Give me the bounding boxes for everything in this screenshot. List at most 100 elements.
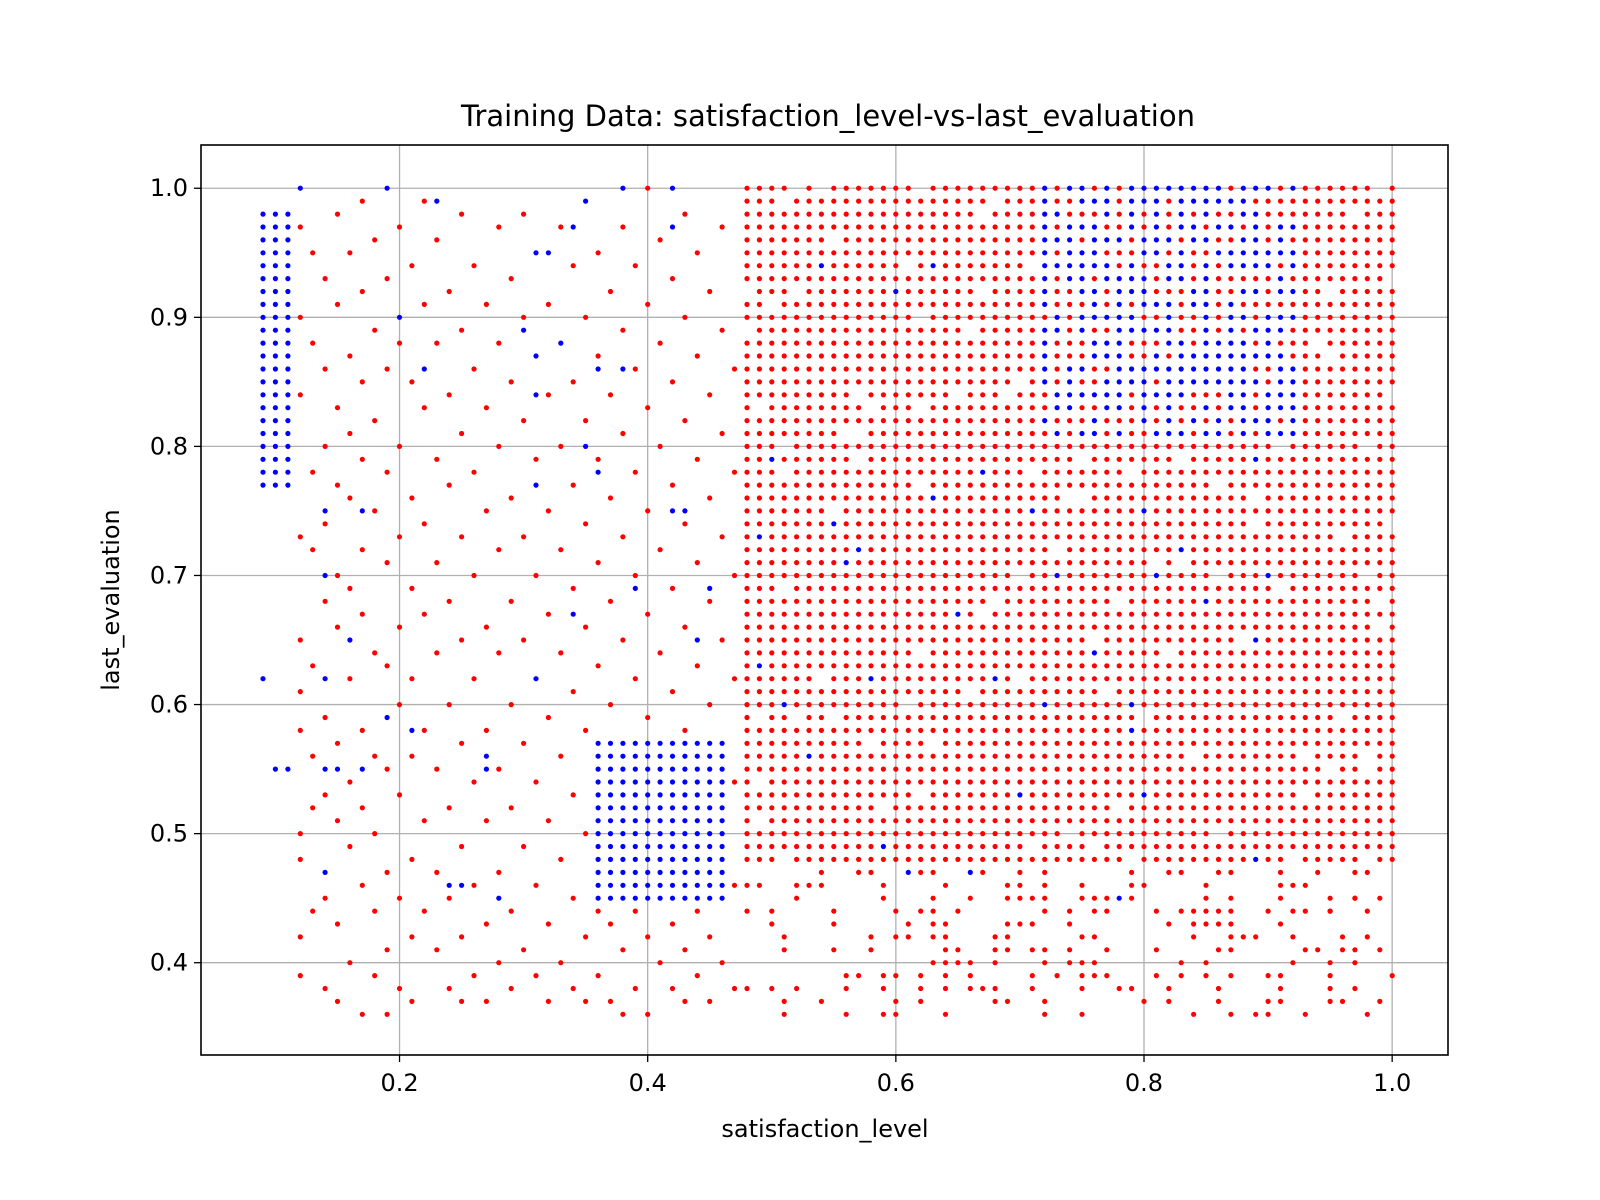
data-point	[1253, 650, 1259, 656]
data-point	[1302, 469, 1308, 475]
data-point	[942, 843, 949, 850]
data-point	[1004, 547, 1011, 553]
data-point	[843, 405, 849, 411]
data-point	[1215, 418, 1222, 424]
data-point	[1054, 288, 1060, 295]
data-point	[669, 766, 676, 772]
data-point	[1302, 456, 1308, 462]
data-point	[1191, 560, 1197, 566]
data-point	[421, 301, 427, 307]
data-point	[1389, 560, 1395, 566]
data-point	[1389, 572, 1395, 579]
data-point	[694, 805, 700, 811]
x-axis-label: satisfaction_level	[721, 1115, 928, 1143]
data-point	[1253, 1011, 1259, 1017]
data-point	[1203, 650, 1209, 656]
data-point	[657, 792, 663, 798]
data-point	[1091, 482, 1097, 488]
data-point	[806, 585, 812, 592]
data-point	[657, 895, 663, 901]
data-point	[769, 702, 775, 708]
data-point	[1029, 818, 1035, 824]
data-point	[657, 340, 663, 346]
data-point	[1240, 211, 1246, 217]
data-point	[347, 637, 353, 643]
data-point	[1042, 805, 1048, 811]
data-point	[285, 379, 291, 385]
data-point	[1104, 779, 1110, 785]
data-point	[1017, 237, 1023, 243]
data-point	[806, 211, 812, 217]
data-point	[1116, 547, 1122, 553]
data-point	[992, 469, 998, 475]
data-point	[1377, 572, 1383, 579]
data-point	[1215, 237, 1222, 243]
data-point	[632, 856, 638, 863]
data-point	[1116, 353, 1122, 359]
data-point	[942, 418, 949, 424]
data-point	[570, 895, 576, 901]
data-point	[1302, 714, 1308, 721]
data-point	[831, 598, 837, 604]
data-point	[620, 430, 626, 437]
data-point	[1079, 547, 1085, 553]
data-point	[1240, 792, 1246, 798]
data-point	[1240, 392, 1246, 398]
data-point	[930, 430, 936, 437]
data-point	[967, 508, 973, 514]
data-point	[1364, 611, 1370, 617]
data-point	[359, 1011, 365, 1017]
data-point	[1377, 947, 1383, 953]
data-point	[1178, 211, 1184, 217]
data-point	[1166, 843, 1172, 850]
data-point	[806, 301, 812, 307]
data-point	[868, 779, 874, 785]
data-point	[1352, 521, 1358, 527]
data-point	[1153, 611, 1159, 617]
data-point	[1377, 263, 1383, 269]
data-point	[1091, 663, 1097, 669]
data-point	[1290, 508, 1296, 514]
data-point	[620, 818, 626, 824]
data-point	[1091, 779, 1097, 785]
data-point	[980, 405, 986, 411]
data-point	[1104, 340, 1110, 346]
data-point	[992, 856, 998, 863]
data-point	[1017, 288, 1023, 295]
data-point	[1215, 689, 1222, 695]
data-point	[1339, 495, 1346, 501]
data-point	[1079, 585, 1085, 592]
data-point	[868, 456, 874, 462]
data-point	[1004, 482, 1011, 488]
data-point	[1166, 276, 1172, 282]
data-point	[930, 869, 936, 876]
data-point	[1116, 430, 1122, 437]
data-point	[1166, 637, 1172, 643]
data-point	[1042, 392, 1048, 398]
data-point	[1315, 805, 1321, 811]
data-point	[1079, 727, 1085, 734]
data-point	[669, 805, 676, 811]
data-point	[669, 921, 676, 927]
data-point	[781, 689, 787, 695]
data-point	[1191, 766, 1197, 772]
data-point	[1265, 908, 1271, 914]
data-point	[1042, 224, 1048, 230]
data-point	[1067, 314, 1073, 320]
data-point	[707, 856, 713, 863]
data-point	[880, 818, 887, 824]
data-point	[806, 392, 812, 398]
data-point	[1327, 430, 1333, 437]
data-point	[372, 237, 378, 243]
data-point	[1277, 547, 1284, 553]
data-point	[1228, 301, 1234, 307]
data-point	[1277, 314, 1284, 320]
data-point	[918, 805, 924, 811]
data-point	[806, 250, 812, 256]
data-point	[818, 663, 825, 669]
data-point	[856, 301, 862, 307]
data-point	[260, 340, 266, 346]
data-point	[1277, 340, 1284, 346]
data-point	[1178, 353, 1184, 359]
data-point	[1153, 392, 1159, 398]
